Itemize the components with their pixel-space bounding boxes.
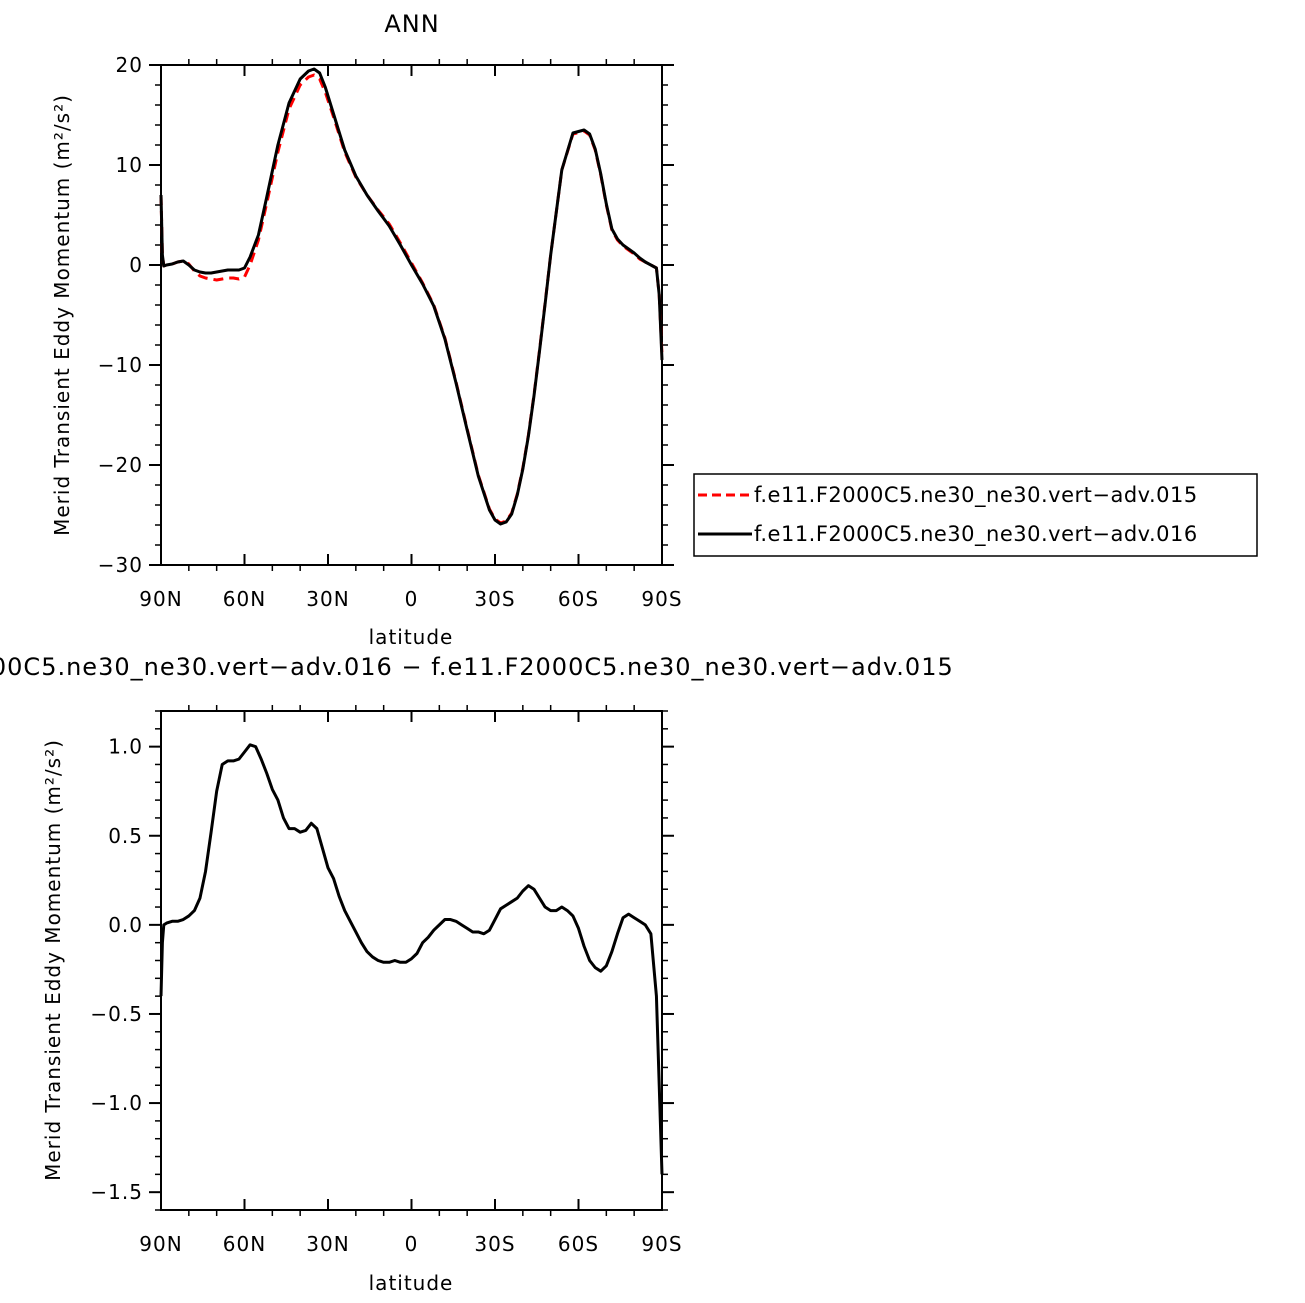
x-tick-label-bottom: 30S [474, 1232, 515, 1256]
y-tick-label-bottom: −1.0 [90, 1091, 143, 1115]
y-tick-label-top: 10 [116, 153, 143, 177]
x-tick-label-bottom: 30N [306, 1232, 349, 1256]
panel-top: ANN 90N 60N 30N 0 30S 60S 90S 20 10 0 −10 −20 −30 l… [50, 10, 682, 649]
panel-bottom: f.e11.F2000C5.ne30_ne30.vert−adv.016 − f… [0, 653, 954, 1295]
y-tick-label-bottom: −1.5 [90, 1180, 143, 1204]
x-tick-label-bottom: 90N [139, 1232, 182, 1256]
x-tick-label-bottom: 60N [223, 1232, 266, 1256]
y-tick-label-bottom: 0.0 [108, 913, 143, 937]
y-tick-labels-top: 20 10 0 −10 −20 −30 [98, 53, 143, 577]
x-tick-label-top: 90S [641, 587, 682, 611]
y-tick-label-top: 0 [129, 253, 143, 277]
series-group-bottom [159, 743, 664, 1175]
chart-title-top: ANN [384, 10, 439, 38]
axis-ticks-top [149, 59, 674, 571]
x-tick-label-top: 30S [474, 587, 515, 611]
x-tick-label-bottom: 60S [558, 1232, 599, 1256]
y-tick-labels-bottom: 1.0 0.5 0.0 −0.5 −1.0 −1.5 [90, 735, 143, 1205]
series-line-top-2 [159, 67, 664, 526]
chart-title-bottom: f.e11.F2000C5.ne30_ne30.vert−adv.016 − f… [0, 653, 954, 681]
x-tick-labels-top: 90N 60N 30N 0 30S 60S 90S [139, 587, 682, 611]
x-tick-label-top: 60N [223, 587, 266, 611]
x-axis-label-bottom: latitude [369, 1271, 454, 1295]
y-axis-label-bottom: Merid Transient Eddy Momentum (m²/s²) [41, 739, 65, 1181]
y-tick-label-top: −30 [98, 553, 143, 577]
y-tick-label-top: −10 [98, 353, 143, 377]
x-tick-labels-bottom: 90N 60N 30N 0 30S 60S 90S [139, 1232, 682, 1256]
y-tick-label-bottom: 0.5 [108, 824, 143, 848]
x-tick-label-bottom: 90S [641, 1232, 682, 1256]
y-tick-label-top: 20 [116, 53, 143, 77]
x-axis-label-top: latitude [369, 625, 454, 649]
x-tick-label-bottom: 0 [405, 1232, 419, 1256]
series-line-bottom-1 [159, 743, 664, 1175]
legend-label-series-1: f.e11.F2000C5.ne30_ne30.vert−adv.015 [754, 483, 1198, 508]
x-tick-label-top: 90N [139, 587, 182, 611]
y-tick-label-bottom: 1.0 [108, 735, 143, 759]
plot-frame-top [160, 64, 663, 566]
legend: f.e11.F2000C5.ne30_ne30.vert−adv.015 f.e… [693, 473, 1258, 557]
x-tick-label-top: 0 [405, 587, 419, 611]
y-tick-label-top: −20 [98, 453, 143, 477]
axis-ticks-bottom [149, 705, 674, 1216]
x-tick-label-top: 30N [306, 587, 349, 611]
legend-label-series-2: f.e11.F2000C5.ne30_ne30.vert−adv.016 [754, 522, 1198, 547]
x-tick-label-top: 60S [558, 587, 599, 611]
y-tick-label-bottom: −0.5 [90, 1002, 143, 1026]
series-line-top-1 [159, 73, 664, 525]
y-axis-label-top: Merid Transient Eddy Momentum (m²/s²) [50, 94, 74, 536]
series-group-top [159, 67, 664, 526]
legend-box [693, 473, 1258, 557]
